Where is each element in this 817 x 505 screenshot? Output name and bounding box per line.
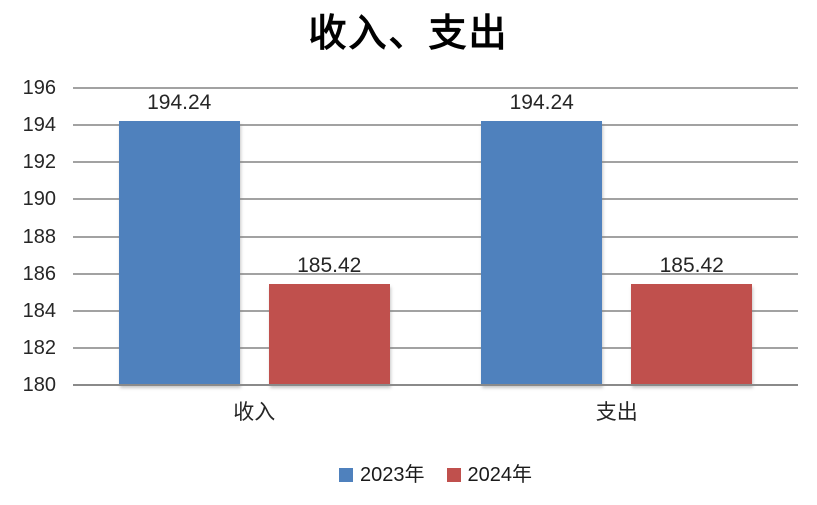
legend-item: 2024年 <box>446 464 533 486</box>
value-label: 194.24 <box>509 90 574 114</box>
value-label: 185.42 <box>297 254 362 278</box>
gridline <box>73 198 798 201</box>
gridline <box>73 346 798 349</box>
y-tick-label: 182 <box>22 336 56 359</box>
legend: 2023年 2024年 <box>73 461 798 489</box>
y-tick-label: 188 <box>22 225 56 248</box>
x-axis: 收入 支出 <box>73 398 798 428</box>
value-label: 185.42 <box>659 254 724 278</box>
x-category-label: 支出 <box>595 401 638 424</box>
bar-series-1-cat-0 <box>268 284 390 385</box>
legend-item: 2023年 <box>339 465 425 485</box>
x-axis-line <box>73 384 798 386</box>
legend-swatch-icon <box>339 468 353 482</box>
y-tick-label: 194 <box>22 114 56 137</box>
gridline <box>73 87 798 89</box>
y-tick-label: 190 <box>22 188 56 211</box>
legend-series-label: 2024年 <box>467 464 533 486</box>
bar-series-1-cat-1 <box>631 284 753 385</box>
y-tick-label: 196 <box>22 77 56 99</box>
y-tick-label: 192 <box>22 151 56 174</box>
y-tick-label: 184 <box>22 299 56 322</box>
y-tick-label: 186 <box>22 262 56 285</box>
chart-title: 收入、支出 <box>308 10 509 55</box>
gridline <box>73 124 798 127</box>
x-category-label: 收入 <box>233 401 276 424</box>
gridline <box>73 309 798 312</box>
gridline <box>73 272 798 275</box>
y-tick-label: 180 <box>22 374 56 396</box>
bar-series-0-cat-0 <box>118 120 240 385</box>
gridline <box>73 161 798 164</box>
gridline <box>73 235 798 238</box>
legend-swatch-icon <box>446 468 461 482</box>
bar-series-0-cat-1 <box>481 120 603 385</box>
legend-series-label: 2023年 <box>360 464 425 486</box>
plot-area: 194.24 194.24 185.42 185.42 <box>73 87 798 386</box>
value-label: 194.24 <box>147 90 212 114</box>
y-axis: 180 182 184 186 188 190 192 194 196 <box>0 78 56 395</box>
